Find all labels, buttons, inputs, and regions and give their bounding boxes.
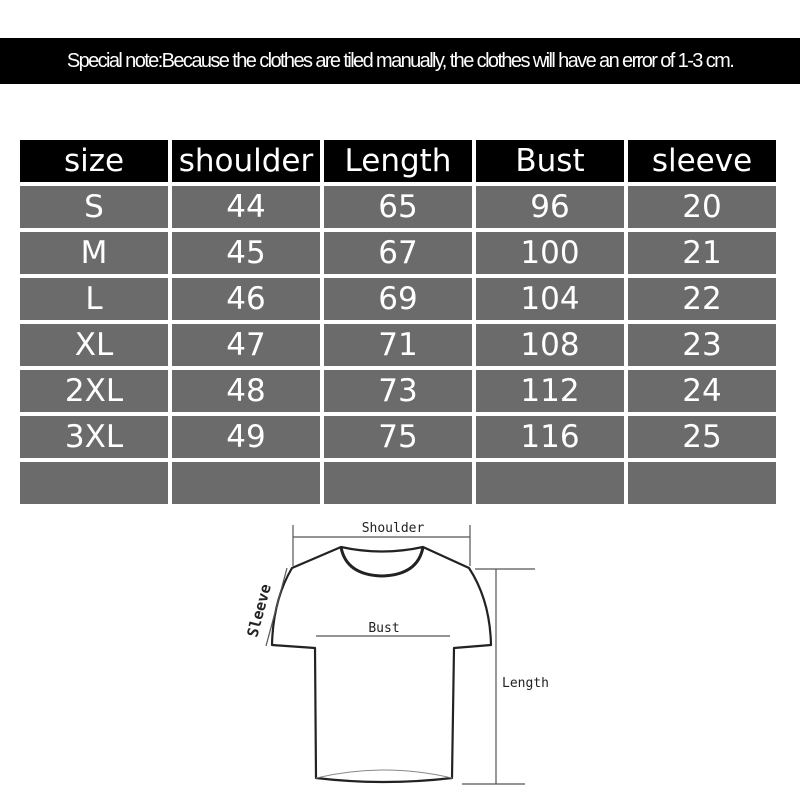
table-row: 3XL 49 75 116 25: [20, 416, 776, 458]
cell-bust: 96: [476, 186, 624, 228]
cell-length: 69: [324, 278, 472, 320]
length-label: Length: [502, 676, 549, 691]
cell-size: M: [20, 232, 168, 274]
header-length: Length: [324, 140, 472, 182]
cell-shoulder: 47: [172, 324, 320, 366]
cell-size: XL: [20, 324, 168, 366]
empty-cell: [476, 462, 624, 504]
cell-sleeve: 21: [628, 232, 776, 274]
cell-length: 73: [324, 370, 472, 412]
empty-cell: [324, 462, 472, 504]
empty-row: [20, 462, 776, 504]
cell-shoulder: 48: [172, 370, 320, 412]
cell-sleeve: 22: [628, 278, 776, 320]
measurement-lines: [265, 525, 535, 785]
special-note-banner: Special note:Because the clothes are til…: [0, 38, 800, 84]
cell-size: L: [20, 278, 168, 320]
cell-shoulder: 44: [172, 186, 320, 228]
cell-sleeve: 25: [628, 416, 776, 458]
cell-shoulder: 45: [172, 232, 320, 274]
cell-bust: 104: [476, 278, 624, 320]
cell-bust: 108: [476, 324, 624, 366]
cell-bust: 100: [476, 232, 624, 274]
cell-bust: 116: [476, 416, 624, 458]
cell-size: 2XL: [20, 370, 168, 412]
cell-length: 71: [324, 324, 472, 366]
bust-label: Bust: [368, 621, 399, 636]
table-row: M 45 67 100 21: [20, 232, 776, 274]
cell-length: 65: [324, 186, 472, 228]
empty-cell: [172, 462, 320, 504]
cell-size: 3XL: [20, 416, 168, 458]
table-row: L 46 69 104 22: [20, 278, 776, 320]
table-row: S 44 65 96 20: [20, 186, 776, 228]
table-header-row: size shoulder Length Bust sleeve: [20, 140, 776, 182]
empty-cell: [628, 462, 776, 504]
header-sleeve: sleeve: [628, 140, 776, 182]
cell-shoulder: 49: [172, 416, 320, 458]
header-shoulder: shoulder: [172, 140, 320, 182]
cell-sleeve: 20: [628, 186, 776, 228]
header-size: size: [20, 140, 168, 182]
cell-shoulder: 46: [172, 278, 320, 320]
cell-bust: 112: [476, 370, 624, 412]
cell-sleeve: 24: [628, 370, 776, 412]
shoulder-label: Shoulder: [362, 521, 425, 536]
cell-length: 75: [324, 416, 472, 458]
header-bust: Bust: [476, 140, 624, 182]
size-chart-table: size shoulder Length Bust sleeve S 44 65 96 20 M 45…: [16, 136, 780, 508]
cell-sleeve: 23: [628, 324, 776, 366]
cell-size: S: [20, 186, 168, 228]
cell-length: 67: [324, 232, 472, 274]
tshirt-outline: [270, 545, 493, 784]
table-row: 2XL 48 73 112 24: [20, 370, 776, 412]
table-row: XL 47 71 108 23: [20, 324, 776, 366]
empty-cell: [20, 462, 168, 504]
